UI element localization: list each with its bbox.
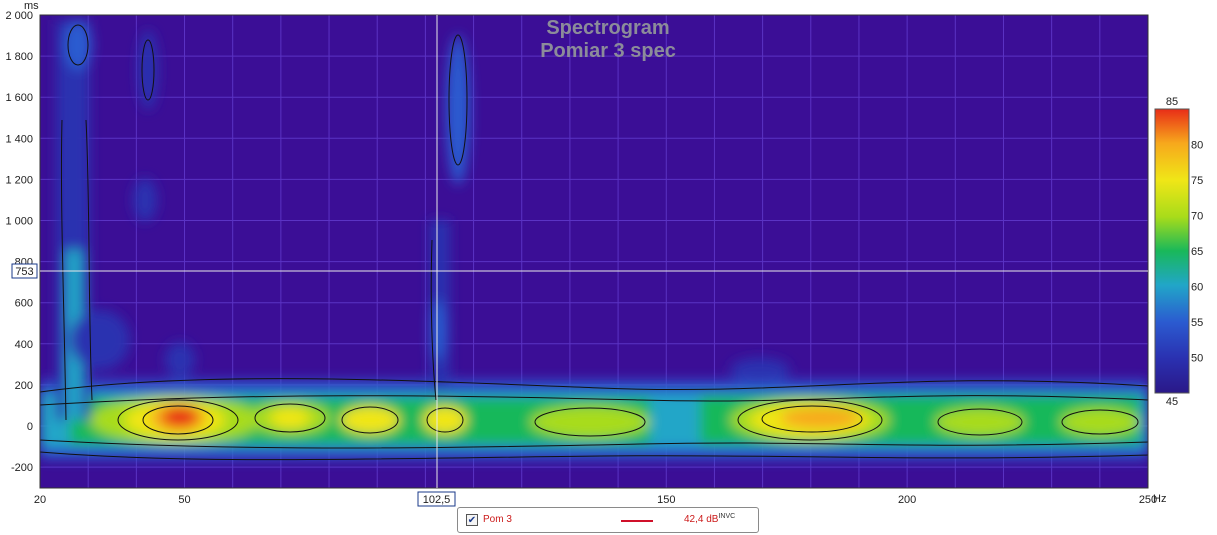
colorbar-tick-label: 60 [1191,282,1203,294]
x-axis-unit: Hz [1153,493,1166,505]
legend-value-suffix: INVC [718,513,736,520]
y-tick-label: 1 600 [5,92,33,104]
y-tick-label: -200 [11,462,33,474]
x-tick-label: 200 [898,494,916,506]
y-tick-label: 1 400 [5,133,33,145]
x-axis-ticks: 20 50 150 200 250 [34,494,1157,506]
legend-series-name: Pom 3 [483,514,512,525]
y-tick-label: 0 [27,421,33,433]
y-tick-label: 1 200 [5,174,33,186]
x-tick-label: 250 [1139,494,1157,506]
legend-value: 42,4 dBINVC [684,513,736,525]
legend: ✔ Pom 3 42,4 dBINVC [457,507,759,533]
colorbar [1154,108,1190,394]
cursor-y-readout: 753 [15,266,33,278]
y-tick-label: 1 000 [5,216,33,228]
y-tick-label: 400 [15,339,33,351]
legend-value-text: 42,4 dB [684,514,719,525]
colorbar-tick-label: 75 [1191,175,1203,187]
x-tick-label: 50 [178,494,190,506]
colorbar-tick-label: 50 [1191,353,1203,365]
legend-checkbox[interactable]: ✔ [466,514,478,526]
chart-subtitle: Pomiar 3 spec [540,40,676,62]
legend-series-line [621,520,653,522]
colorbar-tick-label: 45 [1166,396,1178,408]
colorbar-tick-label: 70 [1191,211,1203,223]
x-tick-label: 20 [34,494,46,506]
colorbar-tick-label: 65 [1191,246,1203,258]
y-tick-label: 1 800 [5,51,33,63]
cursor-y-readout-box [11,263,38,279]
y-axis-unit: ms [24,0,39,12]
y-tick-label: 200 [15,380,33,392]
cursor-x-readout-box [417,491,456,507]
chart-title: Spectrogram [546,17,669,39]
y-tick-label: 600 [15,298,33,310]
spectrogram-heatmap [40,20,1148,461]
y-tick-label: 2 000 [5,10,33,22]
x-tick-label: 150 [657,494,675,506]
plot-frame [39,14,1149,489]
cursor-x-readout: 102,5 [423,494,451,506]
colorbar-tick-label: 85 [1166,96,1178,108]
colorbar-tick-label: 80 [1191,140,1203,152]
colorbar-tick-label: 55 [1191,317,1203,329]
colorbar-ticks: 85 80 75 70 65 60 55 50 45 [1166,96,1203,408]
